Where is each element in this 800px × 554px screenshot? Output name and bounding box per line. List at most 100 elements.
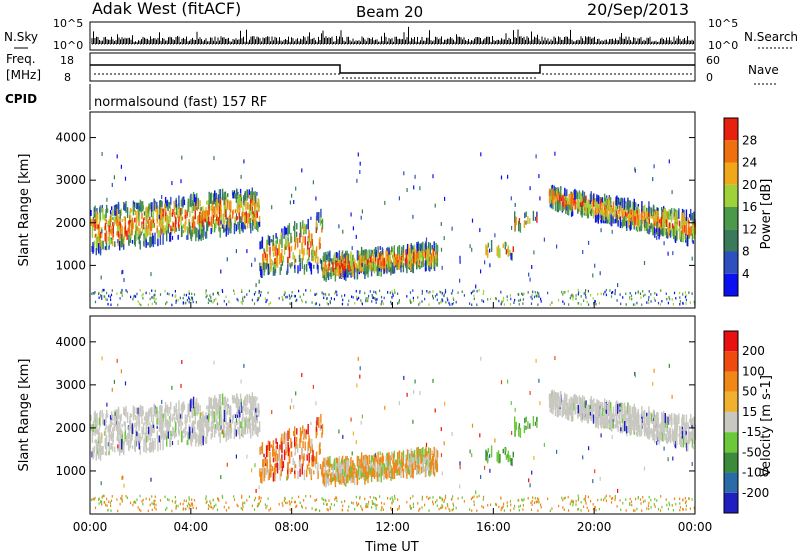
power-echo: [288, 223, 291, 234]
power-echo: [130, 229, 132, 239]
power-echo: [303, 226, 305, 233]
velocity-echo: [173, 430, 176, 439]
velocity-echo: [197, 435, 200, 447]
power-echo: [237, 221, 239, 230]
velocity-echo: [262, 459, 264, 468]
power-echo: [615, 218, 617, 224]
velocity-echo: [306, 454, 308, 461]
power-echo: [186, 235, 188, 240]
power-echo: [629, 217, 632, 222]
power-sparse: [443, 236, 445, 241]
velocity-echo: [662, 430, 665, 442]
power-echo: [162, 233, 164, 245]
velocity-echo: [240, 398, 242, 404]
power-clutter: [446, 297, 448, 300]
velocity-echo: [219, 394, 222, 405]
power-echo: [148, 206, 150, 215]
power-echo: [682, 212, 685, 221]
velocity-echo: [187, 432, 189, 439]
velocity-echo: [213, 411, 215, 423]
power-echo: [425, 250, 427, 258]
velocity-echo: [166, 428, 168, 437]
power-echo: [427, 256, 429, 266]
velocity-echo: [226, 422, 229, 434]
power-echo: [298, 255, 301, 263]
freq-unit-label: [MHz]: [6, 68, 41, 82]
power-echo: [232, 210, 234, 219]
velocity-echo: [373, 459, 375, 469]
power-sparse: [374, 247, 376, 252]
velocity-echo: [325, 470, 327, 479]
power-echo: [206, 221, 209, 232]
power-sparse: [235, 249, 237, 254]
power-clutter: [518, 293, 520, 296]
power-clutter: [614, 289, 616, 292]
power-echo: [579, 199, 582, 204]
power-echo: [561, 201, 563, 212]
power-clutter: [171, 303, 173, 307]
power-echo: [114, 241, 116, 248]
power-echo: [299, 222, 302, 234]
power-echo: [232, 192, 234, 199]
power-clutter: [684, 295, 687, 299]
velocity-echo: [247, 418, 249, 429]
power-echo: [573, 190, 575, 197]
power-sparse: [432, 174, 434, 179]
power-sparse: [158, 214, 160, 219]
power-echo: [420, 253, 423, 258]
power-echo: [632, 210, 635, 222]
velocity-echo: [314, 460, 317, 469]
power-echo: [550, 203, 553, 209]
velocity-echo: [169, 413, 172, 421]
velocity-echo: [554, 404, 557, 417]
power-echo: [342, 255, 344, 259]
velocity-echo: [285, 433, 288, 440]
velocity-echo: [314, 456, 316, 462]
power-echo: [559, 187, 562, 198]
power-echo: [148, 224, 150, 236]
colorbar-frame: [723, 117, 739, 297]
power-clutter: [341, 302, 344, 306]
power-echo: [370, 268, 373, 277]
power-clutter: [527, 291, 529, 294]
velocity-echo: [252, 399, 255, 411]
power-echo: [393, 256, 396, 262]
power-clutter: [138, 302, 140, 305]
velocity-echo: [615, 418, 617, 424]
power-echo: [239, 197, 242, 206]
velocity-echo: [343, 462, 345, 474]
power-sparse: [528, 272, 530, 277]
power-echo: [432, 257, 435, 270]
power-echo: [373, 264, 376, 274]
power-echo: [563, 198, 566, 210]
velocity-echo: [193, 409, 195, 416]
power-clutter: [409, 291, 412, 294]
velocity-echo: [169, 406, 171, 414]
power-echo: [177, 234, 179, 240]
velocity-echo: [205, 412, 207, 424]
power-echo: [217, 197, 220, 209]
power-echo: [234, 216, 236, 224]
power-echo: [433, 241, 435, 252]
power-echo: [587, 210, 590, 219]
power-echo: [215, 219, 217, 229]
velocity-echo: [206, 415, 208, 420]
velocity-echo: [241, 406, 243, 413]
power-clutter: [190, 296, 193, 299]
power-echo: [359, 261, 361, 271]
power-echo: [339, 255, 341, 268]
velocity-echo: [397, 468, 399, 472]
power-echo: [95, 211, 97, 220]
power-clutter: [421, 300, 423, 303]
power-echo: [254, 207, 257, 218]
power-clutter: [110, 293, 113, 297]
velocity-echo: [161, 434, 163, 439]
velocity-echo: [328, 468, 331, 472]
power-echo: [141, 201, 143, 212]
power-echo: [511, 252, 513, 261]
velocity-echo: [512, 451, 514, 458]
power-echo: [608, 199, 610, 211]
power-clutter: [530, 302, 533, 305]
power-clutter: [111, 289, 113, 292]
power-clutter: [575, 294, 577, 297]
